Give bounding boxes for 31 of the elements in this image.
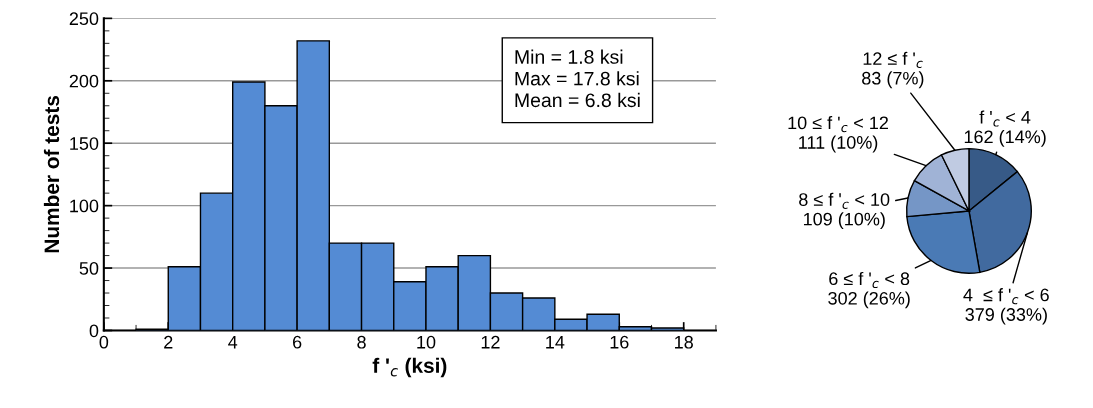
x-tick-label: 0 [99, 335, 109, 349]
slice-label: 4 ≤ f '$_{c}$ < 6 [963, 288, 1049, 305]
x-tick-label: 8 [357, 335, 366, 349]
slice-label: 6 ≤ f '$_{c}$ < 8 [829, 271, 910, 289]
slice-label: 10 ≤ f '$_{c}$ < 12 [788, 116, 888, 133]
slice-label: 12 ≤ f '$_{c}$ [863, 51, 923, 69]
x-tick-label: 12 [481, 335, 500, 349]
y-tick-label: 100 [70, 199, 99, 213]
x-axis-title: f '$_{c}$ (ksi) [372, 357, 447, 378]
data-label: 83 (7%) [862, 71, 924, 89]
x-tick-label: 14 [546, 336, 565, 349]
slice-label: f '$_{c}$ < 4 [979, 110, 1031, 127]
x-tick-label: 2 [164, 335, 173, 349]
y-tick-label: 0 [89, 324, 99, 338]
y-tick-label: 250 [69, 12, 99, 26]
data-label: 111 (10%) [799, 135, 878, 153]
y-tick-label: 50 [79, 261, 99, 275]
slice-label: 8 ≤ f '$_{c}$ < 10 [799, 192, 890, 209]
x-tick-label: 6 [293, 335, 302, 349]
y-tick-label: 200 [69, 74, 99, 88]
data-label: 109 (10%) [803, 212, 885, 230]
x-tick-label: 4 [228, 336, 238, 349]
x-tick-label: 18 [675, 335, 693, 349]
data-label: 162 (14%) [964, 129, 1046, 147]
data-label: 379 (33%) [965, 307, 1047, 325]
x-tick-label: 10 [417, 335, 436, 349]
data-label: 302 (26%) [828, 291, 910, 309]
y-axis-title: Number of tests [43, 95, 60, 253]
y-tick-label: 150 [70, 137, 99, 150]
x-tick-label: 16 [610, 335, 629, 349]
annotation: Min = 1.8 ksi Max = 17.8 ksi Mean = 6.8 ksi [515, 49, 640, 108]
